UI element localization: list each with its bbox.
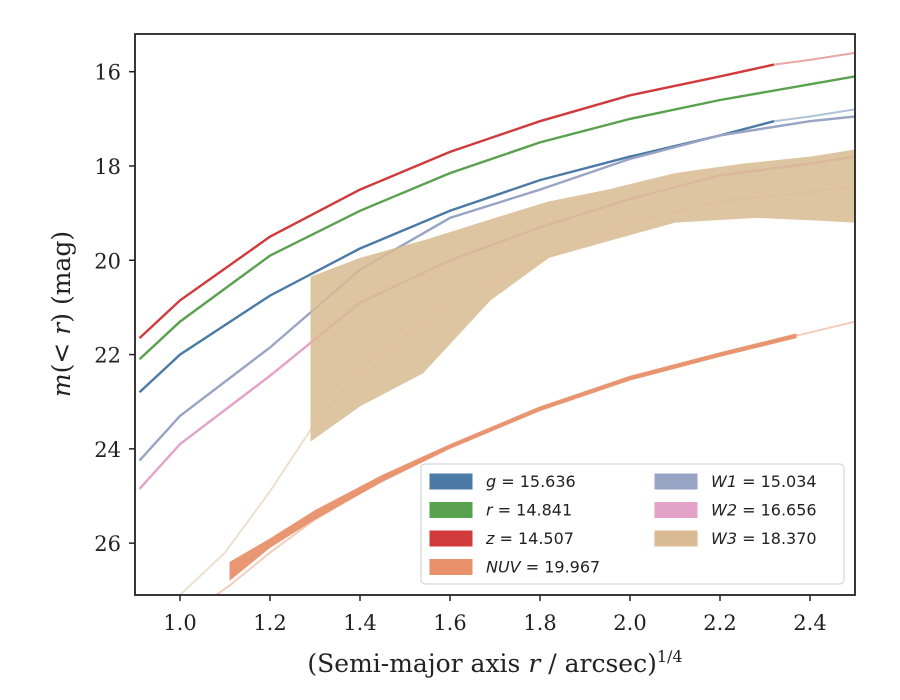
- legend-swatch-g: [429, 473, 473, 490]
- x-axis-title: (Semi-major axis r / arcsec)1/4: [307, 647, 682, 678]
- legend-swatch-nuv: [429, 559, 473, 575]
- series-r-line: [138, 75, 855, 361]
- series-z-extension: [773, 51, 855, 66]
- legend-label-r: r = 14.841: [486, 501, 572, 520]
- legend-swatch-w2: [654, 502, 698, 518]
- y-tick-label: 20: [94, 249, 121, 273]
- legend-box: [420, 463, 845, 585]
- series-w3-band: [310, 149, 855, 442]
- legend-swatch-z: [429, 530, 473, 547]
- plot-frame: [134, 33, 856, 596]
- y-tick-label: 22: [94, 344, 121, 368]
- y-tick-label: 16: [94, 61, 121, 85]
- x-tick-label: 2.0: [613, 611, 646, 635]
- x-tick-label: 1.8: [523, 611, 556, 635]
- series-g-extension: [773, 108, 855, 123]
- legend-swatch-r: [429, 502, 473, 518]
- x-tick-label: 2.2: [703, 611, 736, 635]
- legend-swatch-w1: [654, 473, 698, 490]
- y-tick-label: 26: [94, 532, 121, 556]
- legend-label-w3: W3 = 18.370: [711, 529, 817, 548]
- series-z-line: [138, 63, 775, 339]
- x-tick-label: 1.6: [433, 611, 466, 635]
- legend: g = 15.636 r = 14.841 z = 14.507 NUV = 19.9…: [420, 463, 845, 585]
- legend-label-w2: W2 = 16.656: [711, 501, 817, 520]
- x-tick-label: 2.4: [793, 611, 826, 635]
- x-tick-label: 1.4: [343, 611, 376, 635]
- x-tick-label: 1.0: [163, 611, 196, 635]
- legend-label-g: g = 15.636: [486, 472, 576, 491]
- x-axis: 1.0 1.2 1.4 1.6 1.8 2.0 2.2 2.4: [163, 595, 827, 635]
- series-layer: [138, 51, 855, 595]
- legend-swatch-w3: [654, 530, 698, 547]
- y-axis: 16 18 20 22 24 26: [94, 61, 135, 556]
- y-tick-label: 24: [94, 438, 121, 462]
- x-tick-label: 1.2: [253, 611, 286, 635]
- series-w1-line: [138, 115, 855, 462]
- legend-label-w1: W1 = 15.034: [711, 472, 817, 491]
- y-axis-title: m(< r) (mag): [47, 231, 76, 397]
- legend-label-nuv: NUV = 19.967: [486, 558, 600, 577]
- legend-label-z: z = 14.507: [485, 529, 574, 548]
- y-tick-label: 18: [94, 155, 121, 179]
